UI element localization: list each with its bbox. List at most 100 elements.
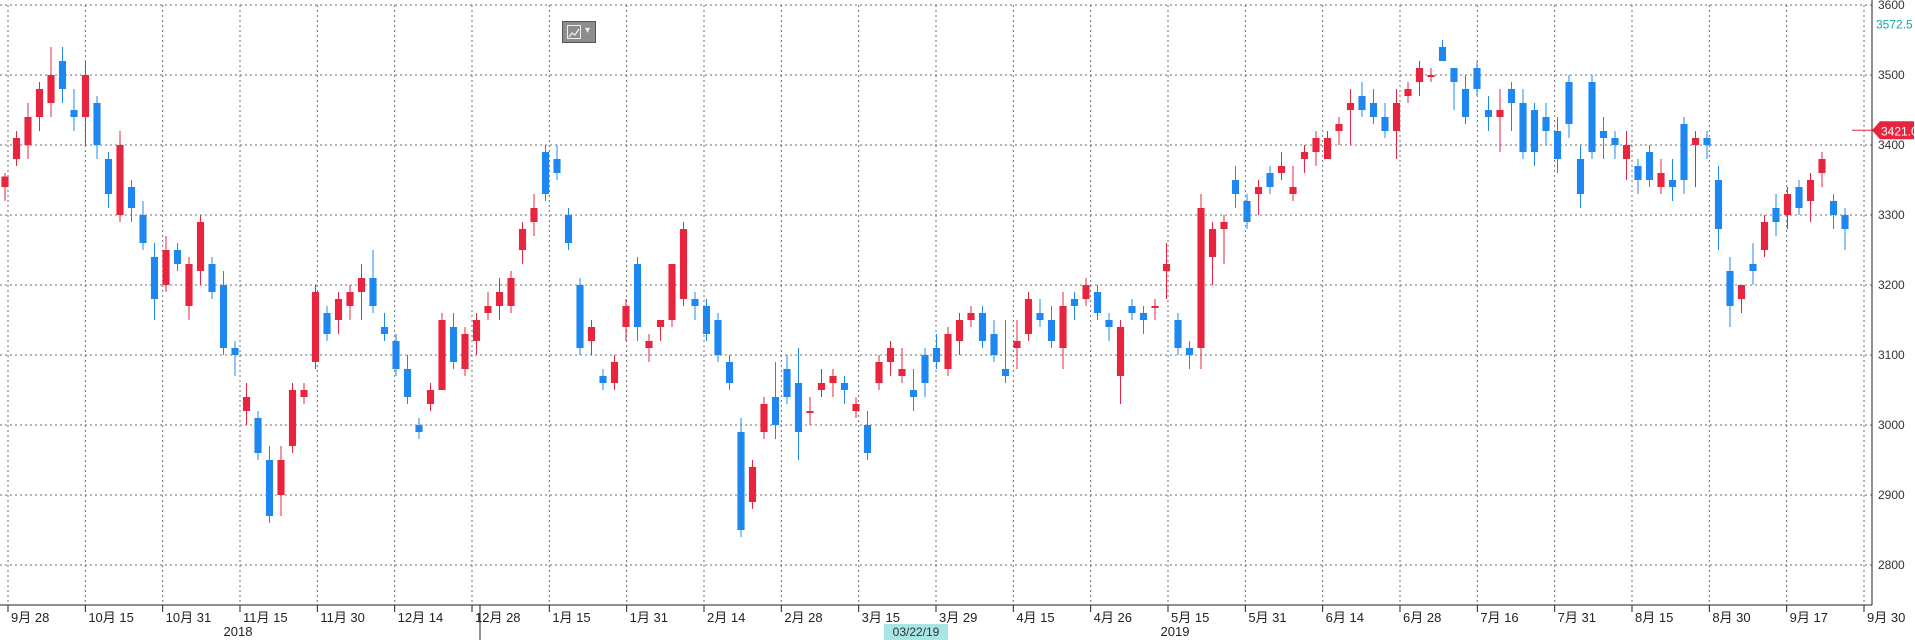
candle-body (507, 278, 515, 306)
candle-body (541, 152, 550, 194)
candle-body (610, 362, 619, 383)
candle-body (599, 376, 607, 383)
date-tick-label: 5月 15 (1171, 610, 1209, 625)
candle-body (288, 390, 297, 446)
candle-body (978, 313, 987, 341)
candle-body (116, 145, 124, 215)
date-tick-label: 12月 14 (398, 610, 444, 625)
candle-body (1335, 124, 1343, 131)
date-tick-label: 9月 17 (1790, 610, 1828, 625)
line-chart-icon (567, 25, 581, 39)
candle-body (415, 425, 423, 432)
candle-body (150, 257, 159, 299)
candle-body (1473, 68, 1481, 89)
candle-body (1277, 166, 1286, 173)
candle-body (1737, 285, 1746, 299)
candle-body (265, 460, 274, 516)
candle-body (1231, 180, 1240, 194)
date-tick-label: 2月 14 (707, 610, 745, 625)
last-price-badge (1872, 121, 1914, 140)
candle-body (691, 299, 699, 306)
date-tick-label: 4月 15 (1016, 610, 1054, 625)
candle-body (1576, 159, 1585, 194)
candles (1, 40, 1849, 537)
candle-body (277, 460, 285, 495)
candle-body (1622, 145, 1631, 159)
price-tick-label: 3500 (1878, 68, 1905, 82)
candle-body (990, 334, 998, 355)
candle-body (242, 397, 251, 411)
candle-body (909, 390, 918, 397)
candle-body (127, 187, 136, 208)
candle-body (1128, 306, 1136, 313)
candle-body (1634, 166, 1642, 180)
date-tick-label: 3月 29 (939, 610, 977, 625)
candle-body (1266, 173, 1274, 187)
candle-body (737, 432, 745, 530)
candle-body (1024, 299, 1033, 334)
candle-body (1036, 313, 1044, 320)
candle-body (472, 320, 481, 341)
candle-body (47, 75, 55, 103)
candle-body (679, 229, 688, 299)
candle-body (426, 390, 435, 404)
candle-body (449, 327, 458, 362)
date-tick-label: 1月 31 (630, 610, 668, 625)
candle-body (553, 159, 561, 173)
year-label: 2018 (224, 624, 253, 639)
candle-body (1783, 194, 1792, 215)
candle-body (863, 425, 872, 453)
candle-body (794, 383, 803, 432)
candle-body (35, 89, 44, 117)
candle-body (208, 264, 216, 292)
candle-body (840, 383, 849, 390)
candle-body (1139, 313, 1148, 320)
candle-body (1795, 187, 1803, 208)
candle-body (1174, 320, 1182, 348)
date-tick-label: 10月 15 (88, 610, 134, 625)
candle-body (1404, 89, 1412, 96)
candle-body (1542, 117, 1550, 131)
candle-body (771, 397, 780, 425)
candle-body (1726, 271, 1734, 306)
candle-body (1358, 96, 1366, 110)
date-tick-label: 6月 14 (1326, 610, 1364, 625)
candle-body (1841, 215, 1849, 229)
date-tick-label: 9月 28 (11, 610, 49, 625)
candle-body (357, 278, 366, 292)
candle-body (1415, 68, 1424, 82)
candle-body (817, 383, 826, 390)
candle-body (403, 369, 412, 397)
candle-body (886, 348, 895, 362)
candle-body (58, 61, 67, 89)
candle-body (173, 250, 182, 264)
top-price-badge (1873, 16, 1913, 33)
candle-body (1588, 82, 1596, 152)
candle-body (1312, 138, 1320, 152)
date-tick-label: 6月 28 (1403, 610, 1441, 625)
candle-body (196, 222, 205, 271)
candle-body (1381, 117, 1389, 131)
candle-body (219, 285, 228, 348)
candle-body (1254, 187, 1263, 194)
crosshair-date-label: 03/22/19 (893, 625, 940, 639)
candle-body (576, 285, 584, 348)
candle-body (530, 208, 538, 222)
date-tick-label: 7月 31 (1558, 610, 1596, 625)
chart-type-button[interactable]: ▾ (562, 21, 596, 43)
candle-body (587, 327, 596, 341)
candle-body (311, 292, 320, 362)
candle-body (1300, 152, 1309, 159)
candle-body (1450, 68, 1458, 82)
candle-body (1162, 264, 1171, 271)
candle-body (1346, 103, 1355, 110)
candle-body (1, 176, 9, 187)
candle-body (921, 355, 929, 383)
candle-body (1013, 341, 1021, 348)
candle-body (1059, 306, 1067, 348)
date-tick-label: 5月 31 (1248, 610, 1286, 625)
candle-body (369, 278, 377, 306)
candle-body (1611, 138, 1619, 145)
candle-body (1657, 173, 1665, 187)
